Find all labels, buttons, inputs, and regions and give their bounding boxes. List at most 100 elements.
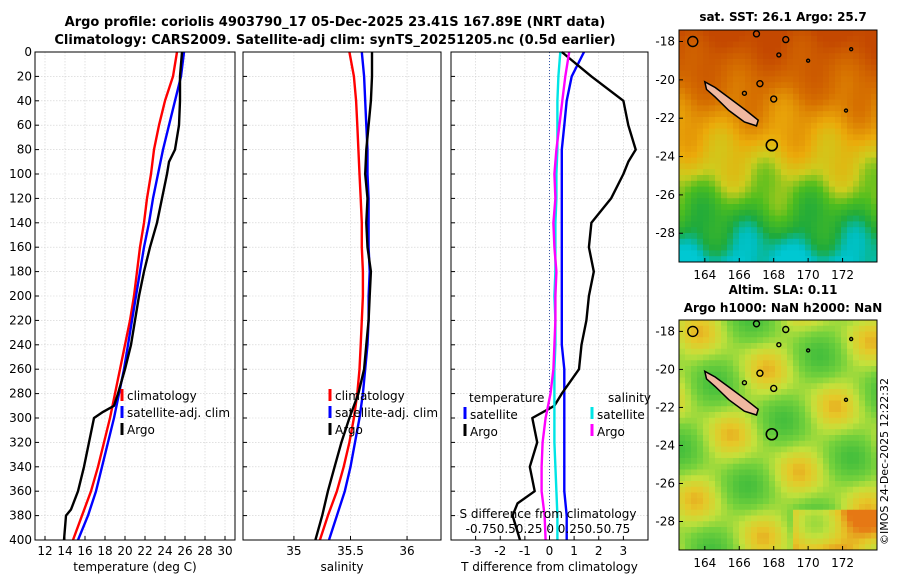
map-cell xyxy=(721,325,728,332)
map-cell xyxy=(799,504,806,511)
map-cell xyxy=(829,53,836,60)
map-cell xyxy=(679,105,686,112)
map-cell xyxy=(841,331,848,338)
map-cell xyxy=(871,209,878,216)
map-y-tick-label: -26 xyxy=(655,476,675,490)
map-cell xyxy=(811,475,818,482)
map-cell xyxy=(769,515,776,522)
map-cell xyxy=(835,122,842,129)
map-cell xyxy=(703,117,710,124)
map-cell xyxy=(715,146,722,153)
map-cell xyxy=(757,53,764,60)
map-cell xyxy=(739,59,746,66)
map-cell xyxy=(871,134,878,141)
map-cell xyxy=(703,35,710,42)
map-cell xyxy=(691,440,698,447)
map-cell xyxy=(793,423,800,430)
map-cell xyxy=(859,515,866,522)
map-cell xyxy=(709,76,716,83)
map-cell xyxy=(745,41,752,48)
map-cell xyxy=(805,105,812,112)
map-cell xyxy=(763,146,770,153)
map-cell xyxy=(787,504,794,511)
map-cell xyxy=(865,343,872,350)
map-cell xyxy=(733,325,740,332)
map-cell xyxy=(697,238,704,245)
map-cell xyxy=(787,406,794,413)
map-cell xyxy=(697,417,704,424)
map-cell xyxy=(829,492,836,499)
map-cell xyxy=(715,354,722,361)
map-cell xyxy=(709,354,716,361)
map-cell xyxy=(865,509,872,516)
map-cell xyxy=(835,221,842,228)
map-cell xyxy=(745,423,752,430)
map-cell xyxy=(739,233,746,240)
map-cell xyxy=(691,446,698,453)
map-cell xyxy=(751,180,758,187)
map-cell xyxy=(763,486,770,493)
map-cell xyxy=(775,227,782,234)
map-cell xyxy=(841,227,848,234)
map-cell xyxy=(745,30,752,37)
y-tick-label: 200 xyxy=(9,289,32,303)
x-tick-label: 12 xyxy=(37,544,52,558)
map-cell xyxy=(733,209,740,216)
map-cell xyxy=(793,163,800,170)
map-cell xyxy=(781,538,788,545)
map-cell xyxy=(841,371,848,378)
map-cell xyxy=(721,128,728,135)
map-cell xyxy=(829,423,836,430)
map-cell xyxy=(697,215,704,222)
x-tick-label: -2 xyxy=(494,544,506,558)
map-cell xyxy=(871,377,878,384)
map-cell xyxy=(853,469,860,476)
map-cell xyxy=(847,111,854,118)
map-cell xyxy=(751,88,758,95)
map-cell xyxy=(739,35,746,42)
map-cell xyxy=(847,250,854,257)
map-cell xyxy=(745,233,752,240)
map-cell xyxy=(775,117,782,124)
map-cell xyxy=(865,93,872,100)
map-cell xyxy=(679,146,686,153)
map-cell xyxy=(685,198,692,205)
x-tick-label: 1 xyxy=(570,544,578,558)
map-cell xyxy=(697,99,704,106)
map-cell xyxy=(823,209,830,216)
map-cell xyxy=(799,134,806,141)
map-cell xyxy=(835,209,842,216)
map-cell xyxy=(859,105,866,112)
map-cell xyxy=(691,463,698,470)
map-cell xyxy=(811,111,818,118)
legend-entry: Argo xyxy=(335,423,363,437)
map-cell xyxy=(853,475,860,482)
map-cell xyxy=(769,509,776,516)
map-cell xyxy=(865,446,872,453)
map-cell xyxy=(841,538,848,545)
map-cell xyxy=(763,366,770,373)
legend-entry: Argo xyxy=(470,425,498,439)
map-cell xyxy=(757,538,764,545)
map-cell xyxy=(691,256,698,263)
map-cell xyxy=(769,99,776,106)
map-cell xyxy=(859,406,866,413)
map-cell xyxy=(871,157,878,164)
map-cell xyxy=(697,250,704,257)
map-cell xyxy=(853,360,860,367)
map-cell xyxy=(799,82,806,89)
map-cell xyxy=(829,169,836,176)
map-cell xyxy=(691,157,698,164)
map-cell xyxy=(763,35,770,42)
map-cell xyxy=(787,544,794,551)
map-cell xyxy=(781,435,788,442)
map-cell xyxy=(775,331,782,338)
map-cell xyxy=(829,186,836,193)
map-cell xyxy=(757,406,764,413)
map-cell xyxy=(763,105,770,112)
map-cell xyxy=(757,47,764,54)
map-cell xyxy=(697,348,704,355)
map-cell xyxy=(859,215,866,222)
map-cell xyxy=(781,250,788,257)
map-cell xyxy=(733,192,740,199)
